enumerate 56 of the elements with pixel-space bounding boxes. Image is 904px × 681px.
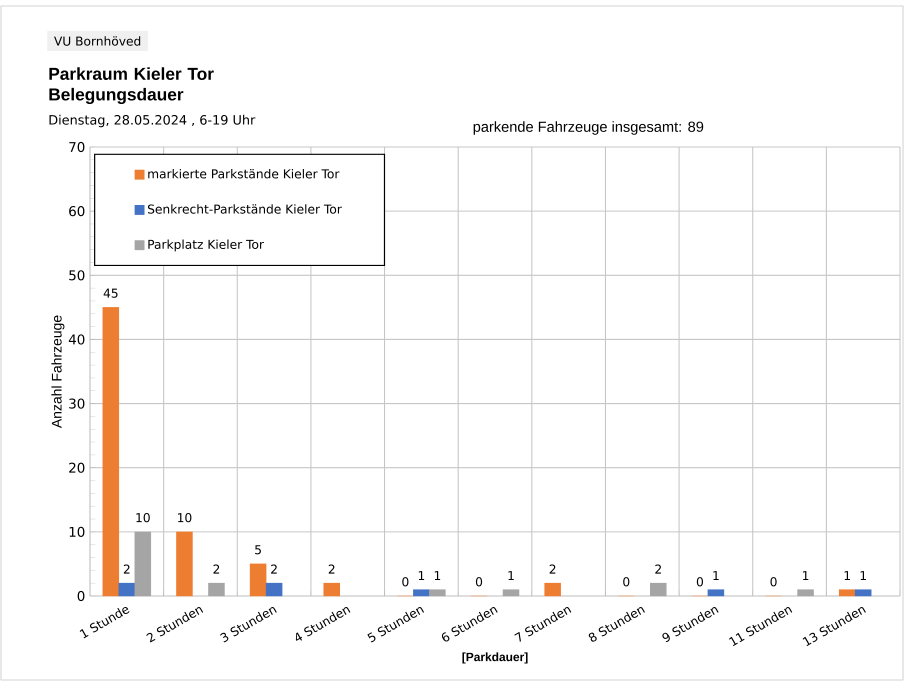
bar (176, 532, 193, 596)
data-label: 10 (178, 513, 192, 522)
data-label: 1 (844, 571, 850, 580)
bar (118, 582, 136, 596)
text: VU Bornhöved (54, 36, 140, 46)
bar (544, 582, 561, 596)
legend-label: markierte Parkstände Kieler Tor (148, 168, 340, 178)
data-label: 0 (476, 577, 482, 586)
data-label: 2 (213, 564, 220, 574)
bar (323, 582, 340, 596)
bar (708, 589, 724, 596)
y-axis-title: Anzahl Fahrzeuge (51, 316, 64, 428)
data-label: 45 (104, 288, 118, 298)
data-label: 2 (124, 564, 130, 574)
legend-label: Senkrecht-Parkstände Kieler Tor (148, 204, 342, 214)
data-label: 2 (550, 564, 556, 574)
legend-label: Parkplatz Kieler Tor (148, 240, 264, 252)
data-label: 5 (255, 545, 261, 554)
bar (413, 589, 430, 596)
y-tick-label: 60 (69, 206, 84, 216)
data-label: 1 (713, 571, 719, 580)
bar (266, 582, 282, 596)
chart-title: Parkraum Kieler Tor Belegungsdauer (49, 67, 214, 104)
text: parkende Fahrzeuge insgesamt: 89 (474, 121, 704, 135)
bar (208, 582, 225, 596)
bar (502, 589, 520, 596)
y-tick-label: 10 (70, 526, 84, 537)
chart-subtitle: Dienstag, 28.05.2024 , 6-19 Uhr (50, 114, 256, 128)
data-label: 10 (136, 513, 150, 522)
y-tick-label: 30 (69, 398, 84, 409)
data-label: 2 (271, 564, 277, 574)
y-tick-label: 50 (69, 270, 84, 280)
data-label: 1 (434, 571, 440, 580)
bar (250, 564, 266, 596)
bar (134, 532, 152, 596)
x-axis-title: [Parkdauer] (462, 652, 528, 664)
data-label: 1 (508, 571, 514, 580)
data-label: 1 (803, 571, 808, 580)
data-label: 0 (623, 577, 630, 586)
bar (854, 589, 872, 596)
data-label: 2 (655, 564, 661, 574)
bar (429, 589, 446, 596)
data-label: 1 (860, 571, 866, 580)
data-label: 0 (696, 577, 703, 586)
bar (650, 582, 667, 596)
data-label: 0 (402, 577, 408, 586)
y-tick-label: 20 (69, 462, 84, 473)
bar (838, 589, 856, 596)
data-label: 1 (418, 571, 424, 580)
y-tick-label: 40 (68, 334, 84, 345)
y-tick-label: 0 (78, 590, 84, 602)
bar (797, 589, 814, 596)
data-label: 2 (328, 564, 334, 574)
bar (102, 307, 120, 596)
data-label: 0 (770, 577, 777, 586)
y-tick-label: 70 (69, 142, 84, 152)
